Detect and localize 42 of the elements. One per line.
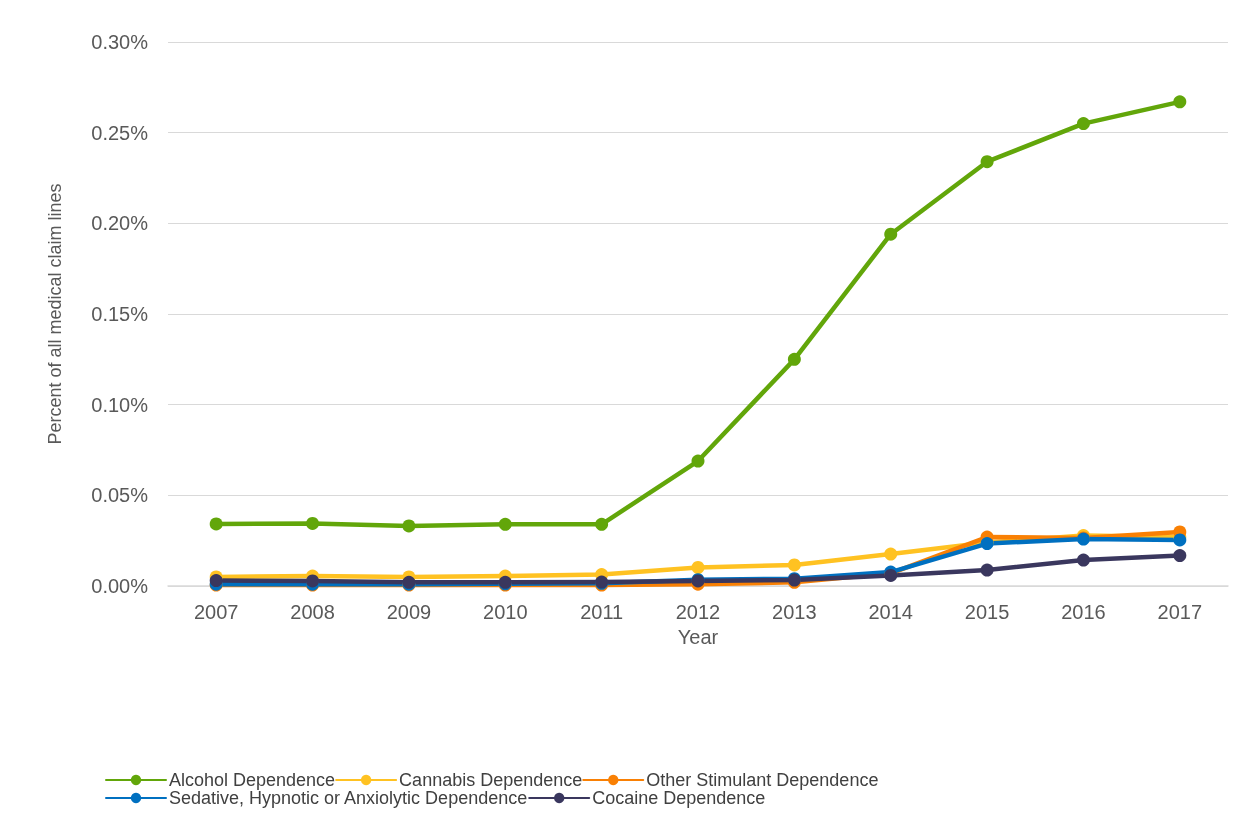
point [691, 454, 705, 468]
x-tick-label: 2010 [483, 601, 528, 623]
point [595, 517, 609, 531]
point [1173, 549, 1187, 563]
point [787, 558, 801, 572]
y-tick-label: 0.00% [91, 575, 149, 597]
y-tick-label: 0.30% [91, 31, 149, 53]
point [306, 516, 320, 530]
point [980, 155, 994, 169]
point [209, 517, 223, 531]
point [402, 519, 416, 533]
point [787, 352, 801, 366]
y-tick-label: 0.25% [91, 121, 149, 144]
x-tick-label: 2009 [386, 601, 432, 623]
point [1076, 117, 1090, 131]
point [1076, 553, 1090, 567]
point [1173, 95, 1187, 109]
x-tick-label: 2015 [964, 601, 1010, 623]
y-tick-label: 0.15% [91, 303, 149, 325]
legend-label: Other Stimulant Dependence [646, 770, 879, 790]
x-tick-label: 2013 [772, 601, 817, 623]
y-tick-label: 0.20% [91, 212, 149, 235]
legend-label: Alcohol Dependence [169, 770, 336, 790]
legend-label: Cocaine Dependence [592, 788, 766, 808]
y-tick-label: 0.10% [91, 393, 149, 416]
x-axis-title: Year [677, 625, 719, 648]
x-tick-label: 2017 [1157, 601, 1203, 623]
x-tick-label: 2008 [290, 601, 335, 623]
x-tick-label: 2016 [1061, 601, 1106, 623]
point [691, 561, 705, 574]
point [980, 563, 994, 577]
y-tick-label: 0.05% [91, 484, 149, 507]
point [884, 227, 898, 241]
point [498, 517, 512, 531]
x-tick-label: 2012 [675, 601, 721, 623]
x-tick-label: 2014 [868, 601, 913, 623]
x-tick-label: 2011 [580, 601, 624, 623]
legend-label: Cannabis Dependence [399, 770, 583, 790]
legend-label: Sedative, Hypnotic or Anxiolytic Dependence [169, 788, 528, 808]
y-axis-title: Percent of all medical claim lines [45, 183, 65, 445]
x-tick-label: 2007 [193, 601, 239, 623]
point [884, 547, 898, 561]
